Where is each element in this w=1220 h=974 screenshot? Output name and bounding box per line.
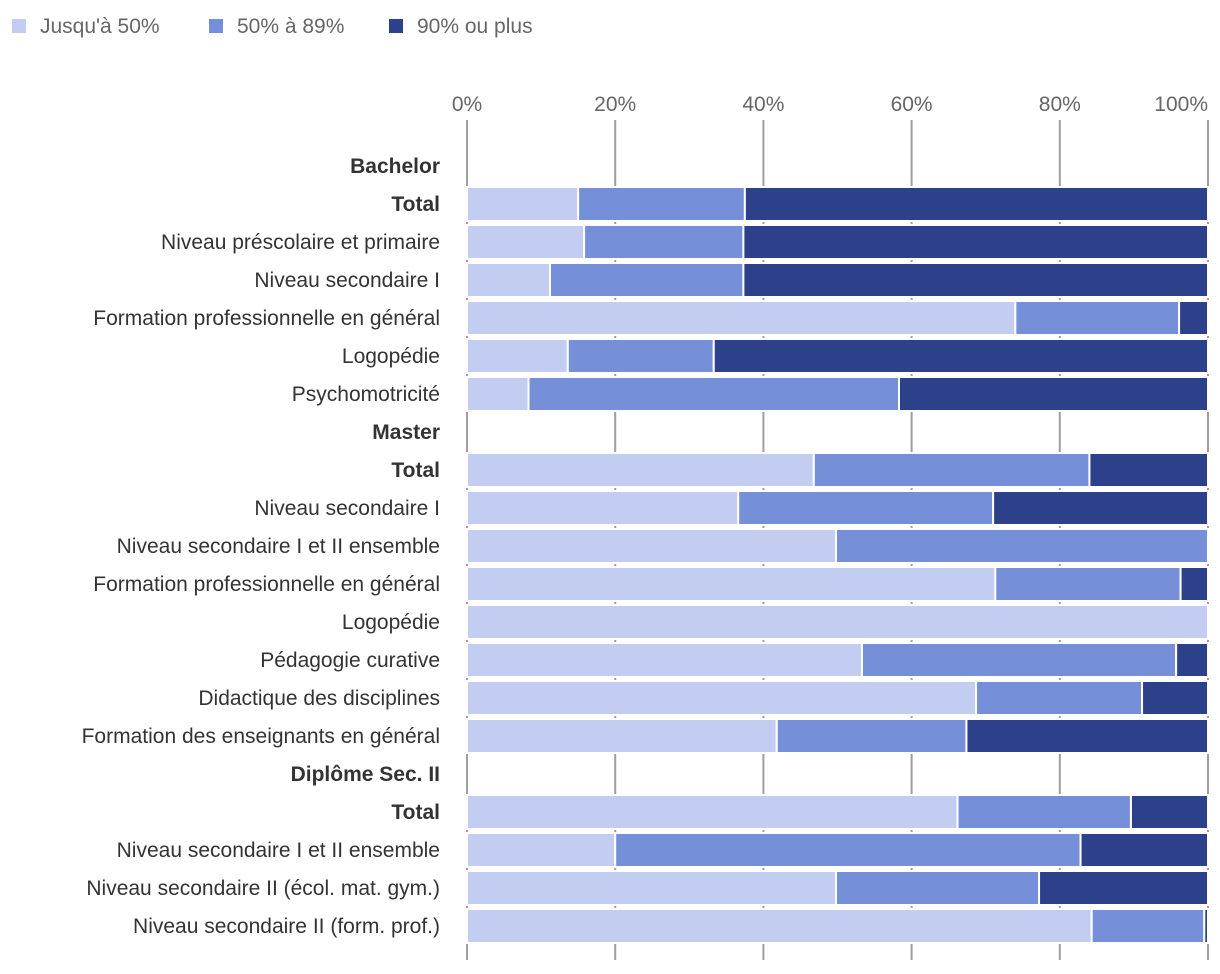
bar-segment bbox=[466, 452, 815, 488]
row-label: Formation professionnelle en général bbox=[93, 307, 440, 330]
row-label: Total bbox=[391, 801, 440, 824]
bar-segment bbox=[898, 376, 1209, 412]
row-label: Niveau secondaire I et II ensemble bbox=[117, 535, 440, 558]
legend-label-50-89: 50% à 89% bbox=[237, 15, 344, 38]
bar-segment bbox=[466, 832, 617, 868]
bar-segment bbox=[712, 338, 1209, 374]
bar-segment bbox=[975, 680, 1144, 716]
bar-segment bbox=[812, 452, 1091, 488]
legend-label-90-ou-plus: 90% ou plus bbox=[417, 15, 533, 38]
row-label: Niveau secondaire II (écol. mat. gym.) bbox=[86, 877, 440, 900]
bar-segment bbox=[548, 262, 745, 298]
bar-segment bbox=[466, 186, 580, 222]
bar-segment bbox=[1178, 300, 1209, 336]
bar-segment bbox=[1141, 680, 1210, 716]
bar-segment bbox=[466, 566, 997, 602]
bar-segment bbox=[614, 832, 1082, 868]
bar-segment bbox=[994, 566, 1182, 602]
bar-segment bbox=[737, 490, 995, 526]
bar-segment bbox=[1088, 452, 1209, 488]
bar-segment bbox=[583, 224, 745, 260]
bar-segment bbox=[466, 604, 1209, 640]
bar-segment bbox=[466, 908, 1093, 944]
row-label: Total bbox=[391, 459, 440, 482]
bar-segment bbox=[466, 870, 838, 906]
row-label: Total bbox=[391, 193, 440, 216]
bar-segment bbox=[835, 870, 1041, 906]
row-label: Logopédie bbox=[342, 611, 440, 634]
row-label: Logopédie bbox=[342, 345, 440, 368]
bar-segment bbox=[566, 338, 715, 374]
bar-segment bbox=[466, 338, 569, 374]
bar-segment bbox=[1129, 794, 1210, 830]
row-label: Formation professionnelle en général bbox=[93, 573, 440, 596]
legend-label-jusqu-50: Jusqu'à 50% bbox=[40, 15, 160, 38]
bar-segment bbox=[1014, 300, 1181, 336]
bar-segment bbox=[1179, 566, 1210, 602]
x-tick-label: 100% bbox=[1154, 93, 1208, 116]
bar-segment bbox=[466, 490, 740, 526]
bar-segment bbox=[577, 186, 746, 222]
row-label: Niveau préscolaire et primaire bbox=[161, 231, 440, 254]
bar-segment bbox=[742, 262, 1209, 298]
bar-segment bbox=[1079, 832, 1209, 868]
x-tick-label: 60% bbox=[891, 93, 933, 116]
bar-segment bbox=[466, 642, 863, 678]
bar-segment bbox=[860, 642, 1178, 678]
bar-segment bbox=[1038, 870, 1209, 906]
bars bbox=[466, 186, 1210, 944]
row-label: Psychomotricité bbox=[292, 383, 440, 406]
bar-segment bbox=[992, 490, 1209, 526]
row-label: Formation des enseignants en général bbox=[82, 725, 440, 748]
bar-segment bbox=[965, 718, 1210, 754]
bar-segment bbox=[466, 718, 778, 754]
x-tick-label: 40% bbox=[742, 93, 784, 116]
bar-segment bbox=[466, 262, 551, 298]
section-header-label: Master bbox=[372, 421, 440, 444]
bar-segment bbox=[466, 680, 978, 716]
x-tick-label: 80% bbox=[1039, 93, 1081, 116]
bar-segment bbox=[743, 186, 1209, 222]
bar-segment bbox=[1175, 642, 1209, 678]
row-label: Pédagogie curative bbox=[260, 649, 440, 672]
row-label: Didactique des disciplines bbox=[198, 687, 440, 710]
row-label: Niveau secondaire I bbox=[254, 497, 440, 520]
bar-segment bbox=[466, 528, 838, 564]
legend: Jusqu'à 50% 50% à 89% 90% ou plus bbox=[12, 15, 533, 38]
bar-segment bbox=[466, 794, 959, 830]
legend-swatch-50-89 bbox=[209, 19, 223, 33]
bar-segment bbox=[775, 718, 968, 754]
bar-segment bbox=[742, 224, 1209, 260]
x-axis-ticks: 0% 20% 40% 60% 80% 100% bbox=[452, 93, 1208, 116]
bar-segment bbox=[1203, 908, 1210, 944]
bar-segment bbox=[1090, 908, 1206, 944]
row-label: Niveau secondaire I et II ensemble bbox=[117, 839, 440, 862]
row-label: Niveau secondaire II (form. prof.) bbox=[133, 915, 440, 938]
bar-segment bbox=[466, 376, 530, 412]
x-tick-label: 20% bbox=[594, 93, 636, 116]
section-header-label: Bachelor bbox=[350, 155, 440, 178]
bar-segment bbox=[835, 528, 1209, 564]
bar-segment bbox=[466, 300, 1017, 336]
section-header-label: Diplôme Sec. II bbox=[291, 763, 440, 786]
row-labels: Bachelor Total Niveau préscolaire et prima… bbox=[82, 155, 440, 938]
bar-segment bbox=[466, 224, 586, 260]
legend-swatch-jusqu-50 bbox=[12, 19, 26, 33]
bar-segment bbox=[527, 376, 901, 412]
row-label: Niveau secondaire I bbox=[254, 269, 440, 292]
bar-segment bbox=[956, 794, 1132, 830]
legend-swatch-90-ou-plus bbox=[389, 19, 403, 33]
x-tick-label: 0% bbox=[452, 93, 482, 116]
